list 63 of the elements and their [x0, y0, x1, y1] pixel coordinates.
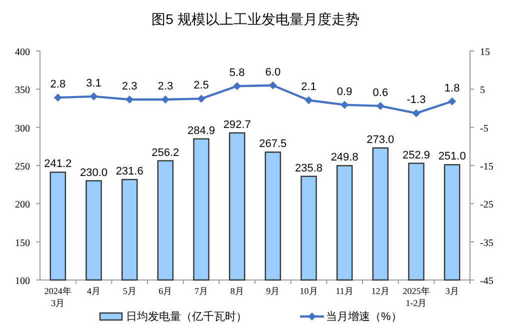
- point: [54, 94, 62, 102]
- legend-label: 日均发电量（亿千瓦时）: [126, 310, 247, 323]
- data-label: 2.5: [194, 80, 209, 92]
- point: [268, 81, 277, 90]
- legend-label: 当月增速（%）: [326, 310, 402, 323]
- data-label: 2.3: [158, 80, 174, 92]
- x-tick-label: 6月: [158, 286, 172, 296]
- point: [412, 109, 420, 118]
- x-tick-label: 5月: [122, 286, 136, 296]
- y2-tick-label: -25: [480, 200, 494, 211]
- data-label: 6.0: [265, 66, 281, 78]
- y2-tick-label: -35: [480, 238, 494, 249]
- point: [448, 97, 456, 106]
- y2-tick-label: -15: [480, 162, 494, 172]
- point: [233, 82, 242, 90]
- x-tick-label: 12月: [371, 286, 390, 296]
- data-label: 292.7: [223, 118, 251, 131]
- data-label: 251.0: [438, 150, 466, 163]
- data-label: 2.8: [50, 78, 66, 91]
- data-label: 273.0: [366, 134, 394, 146]
- x-tick-label: 4月: [87, 286, 100, 296]
- x-tick-label: 8月: [230, 286, 244, 296]
- data-label: 5.8: [229, 67, 245, 80]
- point: [90, 92, 98, 100]
- point: [376, 102, 384, 110]
- data-label: 2.1: [301, 81, 316, 94]
- y-tick-label: 250: [15, 162, 30, 172]
- data-label: 256.2: [152, 146, 180, 159]
- data-label: 252.9: [402, 149, 430, 162]
- chart-title: 图5 规模以上工业发电量月度走势: [152, 11, 360, 27]
- y2-tick-label: 5: [480, 85, 485, 96]
- data-label: 2.3: [122, 80, 138, 92]
- y-tick-label: 300: [15, 123, 30, 134]
- y-tick-label: 350: [15, 85, 30, 96]
- data-label: 235.8: [294, 162, 323, 174]
- data-label: 3.1: [86, 77, 102, 90]
- data-label: -1.3: [406, 94, 426, 106]
- data-label: 241.2: [44, 158, 72, 170]
- x-tick-label: 3月: [445, 286, 459, 296]
- data-label: 231.6: [116, 166, 144, 178]
- x-tick-label: 10月: [300, 286, 318, 296]
- point: [197, 94, 206, 103]
- data-label: 230.0: [80, 166, 108, 179]
- y-tick-label: 400: [15, 47, 30, 58]
- x-tick-label: 2024年 3月: [44, 286, 72, 308]
- data-label: 267.5: [259, 138, 287, 150]
- x-tick-label: 9月: [266, 286, 280, 296]
- x-tick-label: 11月: [336, 286, 354, 296]
- y2-tick-label: 15: [480, 47, 490, 58]
- point: [304, 96, 313, 104]
- y2-tick-label: -45: [480, 276, 494, 287]
- data-label: 1.8: [444, 82, 460, 94]
- y-tick-label: 100: [15, 276, 30, 287]
- point: [340, 100, 349, 109]
- x-tick-label: 2025年 1-2月: [402, 286, 430, 308]
- x-tick-label: 7月: [194, 286, 208, 296]
- y2-tick-label: -5: [480, 123, 488, 134]
- y-tick-label: 150: [15, 238, 30, 249]
- data-label: 284.9: [187, 124, 216, 137]
- data-label: 0.6: [372, 86, 388, 99]
- y-tick-label: 200: [15, 200, 30, 211]
- data-label: 0.9: [336, 86, 352, 98]
- data-label: 249.8: [330, 152, 358, 164]
